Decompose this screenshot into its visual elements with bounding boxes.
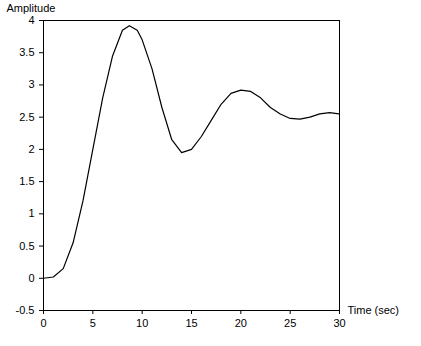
svg-text:0: 0 bbox=[40, 317, 46, 329]
svg-text:Amplitude: Amplitude bbox=[7, 2, 56, 14]
svg-text:1: 1 bbox=[28, 207, 34, 219]
svg-text:20: 20 bbox=[235, 317, 247, 329]
svg-text:1.5: 1.5 bbox=[19, 175, 34, 187]
svg-text:0: 0 bbox=[28, 272, 34, 284]
svg-text:10: 10 bbox=[136, 317, 148, 329]
svg-text:30: 30 bbox=[333, 317, 345, 329]
svg-text:0.5: 0.5 bbox=[19, 240, 34, 252]
svg-text:Time (sec): Time (sec) bbox=[348, 304, 400, 316]
svg-text:2: 2 bbox=[28, 143, 34, 155]
svg-text:2.5: 2.5 bbox=[19, 111, 34, 123]
svg-text:4: 4 bbox=[28, 14, 34, 26]
svg-text:5: 5 bbox=[90, 317, 96, 329]
svg-text:3: 3 bbox=[28, 78, 34, 90]
svg-text:3.5: 3.5 bbox=[19, 46, 34, 58]
svg-text:25: 25 bbox=[284, 317, 296, 329]
svg-text:-0.5: -0.5 bbox=[16, 304, 35, 316]
svg-text:15: 15 bbox=[185, 317, 197, 329]
